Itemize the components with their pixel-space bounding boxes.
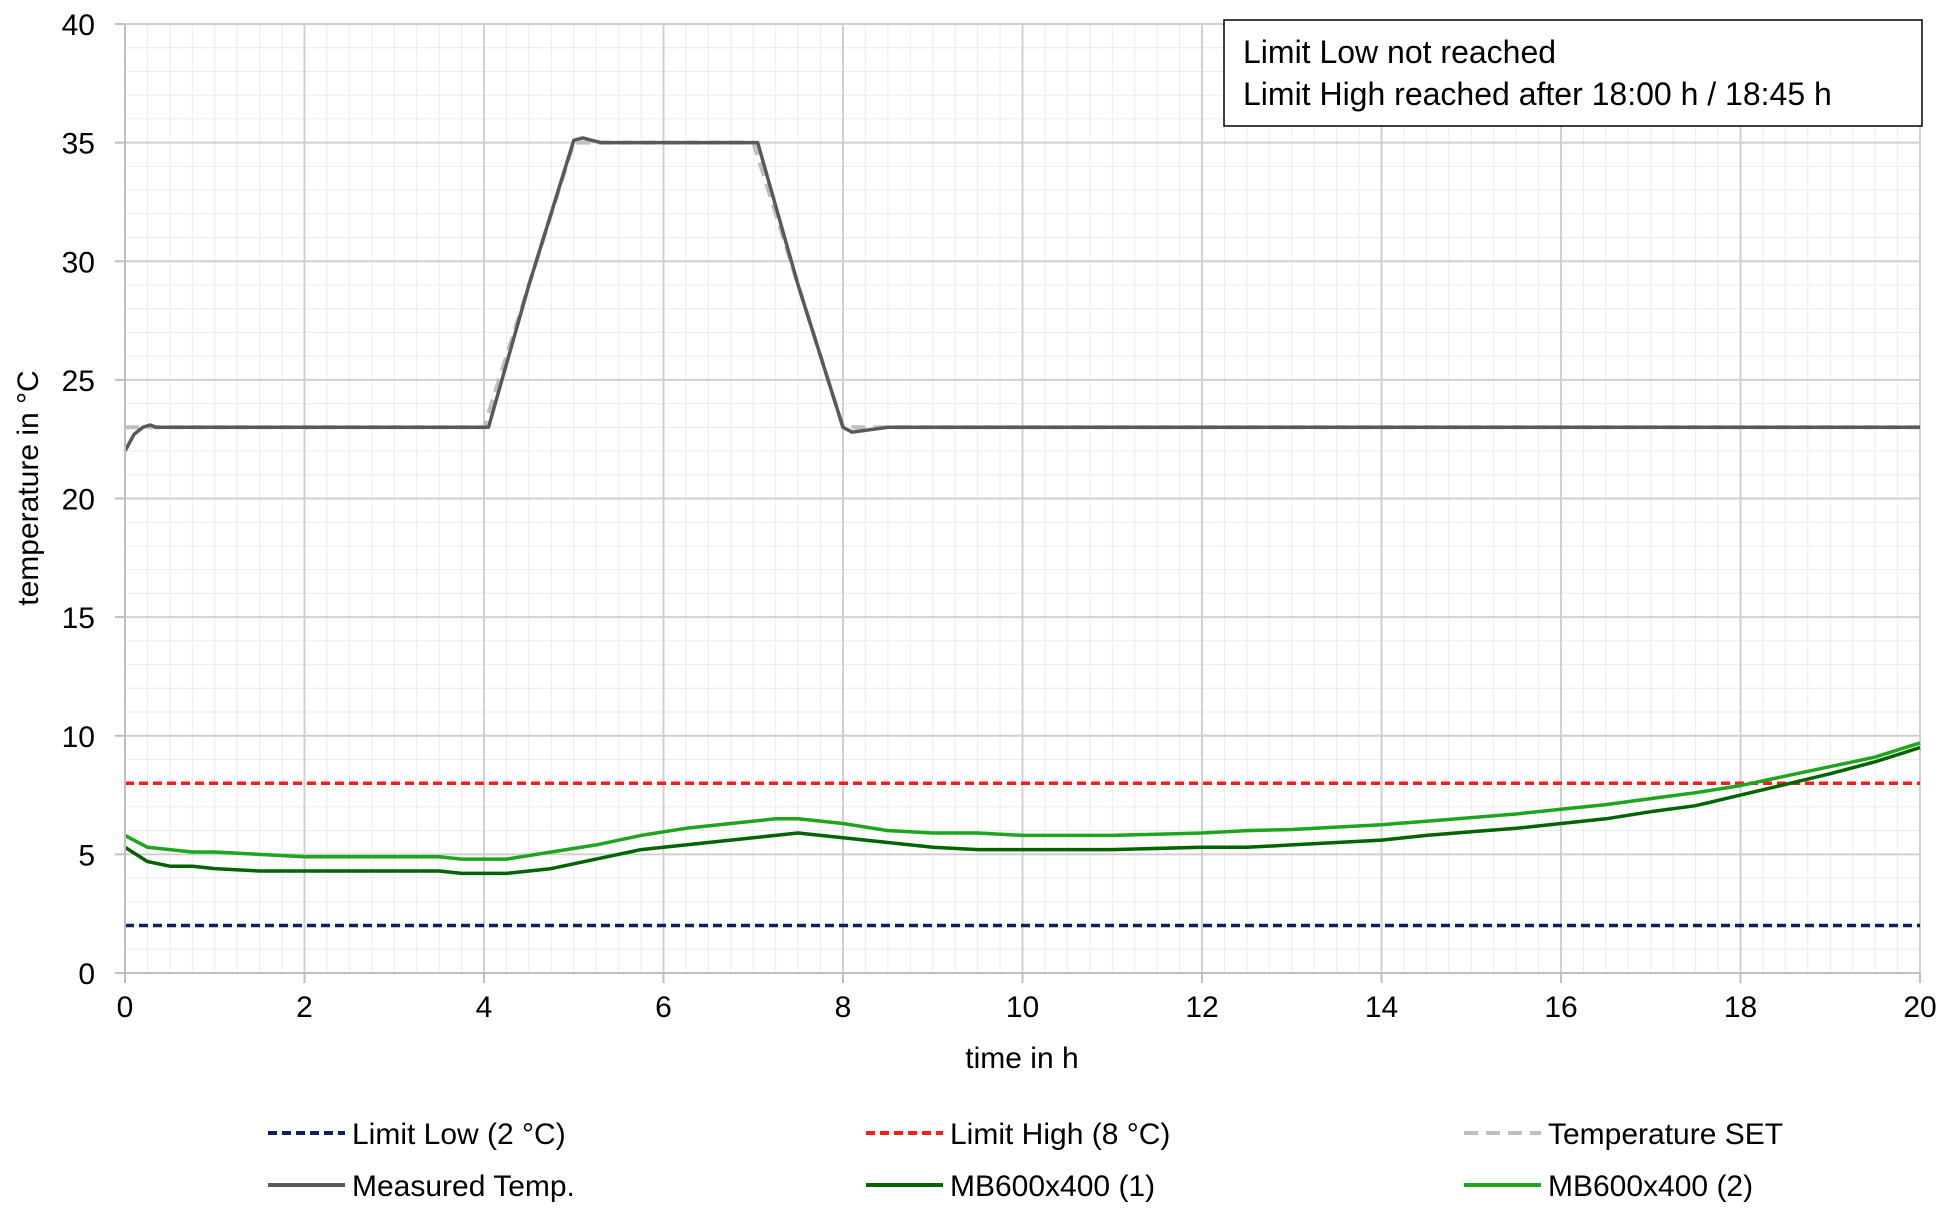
annotation-line: Limit Low not reached [1243, 34, 1556, 70]
y-tick-label: 0 [78, 958, 95, 991]
y-axis-title: temperature in °C [12, 370, 45, 605]
series-line [124, 741, 1921, 861]
x-tick-label: 16 [1544, 991, 1577, 1024]
x-tick-label: 4 [476, 991, 493, 1024]
grid [124, 23, 1921, 974]
annotation-box: Limit Low not reached Limit High reached… [1223, 19, 1923, 127]
annotation-line: Limit High reached after 18:00 h / 18:45… [1243, 76, 1832, 112]
y-tick-label: 30 [62, 246, 95, 279]
x-tick-label: 6 [655, 991, 672, 1024]
x-axis-title: time in h [965, 1042, 1078, 1075]
x-tick-label: 2 [296, 991, 313, 1024]
y-tick-label: 35 [62, 128, 95, 161]
y-tick-label: 20 [62, 484, 95, 517]
y-tick-label: 25 [62, 365, 95, 398]
legend-label: Limit High (8 °C) [950, 1118, 1170, 1151]
legend-label: Limit Low (2 °C) [352, 1118, 566, 1151]
legend-label: Temperature SET [1548, 1118, 1783, 1151]
x-tick-label: 0 [117, 991, 134, 1024]
legend: Limit Low (2 °C) Limit High (8 °C) Tempera… [268, 1118, 1783, 1203]
x-tick-label: 12 [1185, 991, 1218, 1024]
series-line [124, 745, 1921, 876]
legend-label: Measured Temp. [352, 1170, 575, 1203]
legend-label: MB600x400 (1) [950, 1170, 1155, 1203]
y-tick-label: 15 [62, 602, 95, 635]
y-tick-label: 10 [62, 721, 95, 754]
legend-label: MB600x400 (2) [1548, 1170, 1753, 1203]
axes: 0 2 4 6 8 10 12 14 16 18 20 0 5 10 15 20 25 30 35 40 [62, 9, 1937, 1024]
series-layer [123, 136, 1921, 928]
y-tick-label: 40 [62, 9, 95, 42]
x-tick-label: 18 [1724, 991, 1757, 1024]
y-tick-label: 5 [78, 839, 95, 872]
x-tick-label: 10 [1006, 991, 1039, 1024]
series-line [123, 136, 1920, 452]
x-tick-label: 8 [835, 991, 852, 1024]
x-tick-label: 20 [1903, 991, 1936, 1024]
x-tick-label: 14 [1365, 991, 1398, 1024]
